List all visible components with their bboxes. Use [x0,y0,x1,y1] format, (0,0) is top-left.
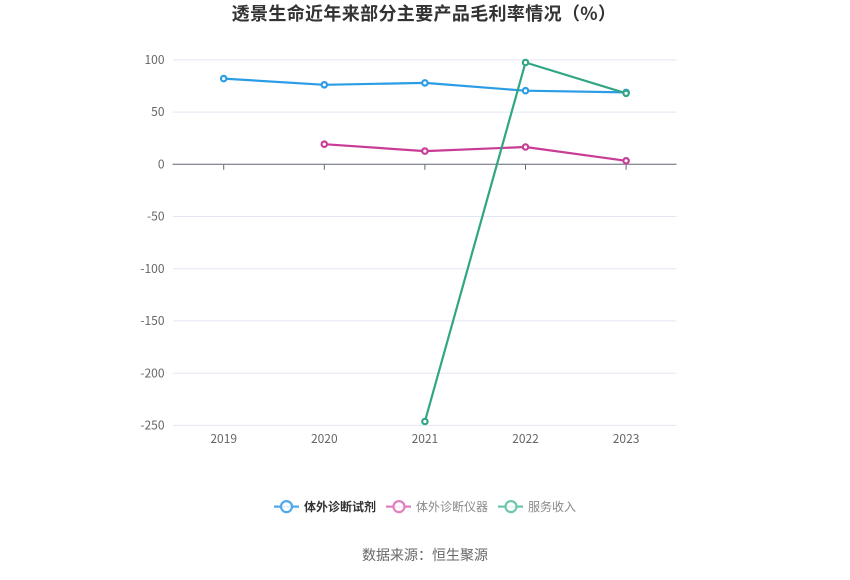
svg-text:-200: -200 [140,364,164,381]
svg-text:2019: 2019 [210,430,237,447]
svg-text:2020: 2020 [311,430,338,447]
svg-text:体外诊断试剂: 体外诊断试剂 [304,498,376,515]
svg-text:数据来源：恒生聚源: 数据来源：恒生聚源 [362,545,488,565]
svg-text:-50: -50 [147,208,165,225]
svg-text:0: 0 [158,155,165,172]
svg-text:2022: 2022 [512,430,539,447]
svg-text:透景生命近年来部分主要产品毛利率情况（%）: 透景生命近年来部分主要产品毛利率情况（%） [232,0,617,26]
svg-text:-250: -250 [140,417,164,434]
svg-text:2021: 2021 [412,430,439,447]
svg-text:100: 100 [145,51,165,68]
svg-text:50: 50 [151,103,165,120]
svg-text:-100: -100 [140,260,164,277]
svg-text:-150: -150 [140,312,164,329]
svg-text:服务收入: 服务收入 [528,498,576,515]
svg-text:2023: 2023 [613,430,640,447]
svg-text:体外诊断仪器: 体外诊断仪器 [416,498,488,515]
